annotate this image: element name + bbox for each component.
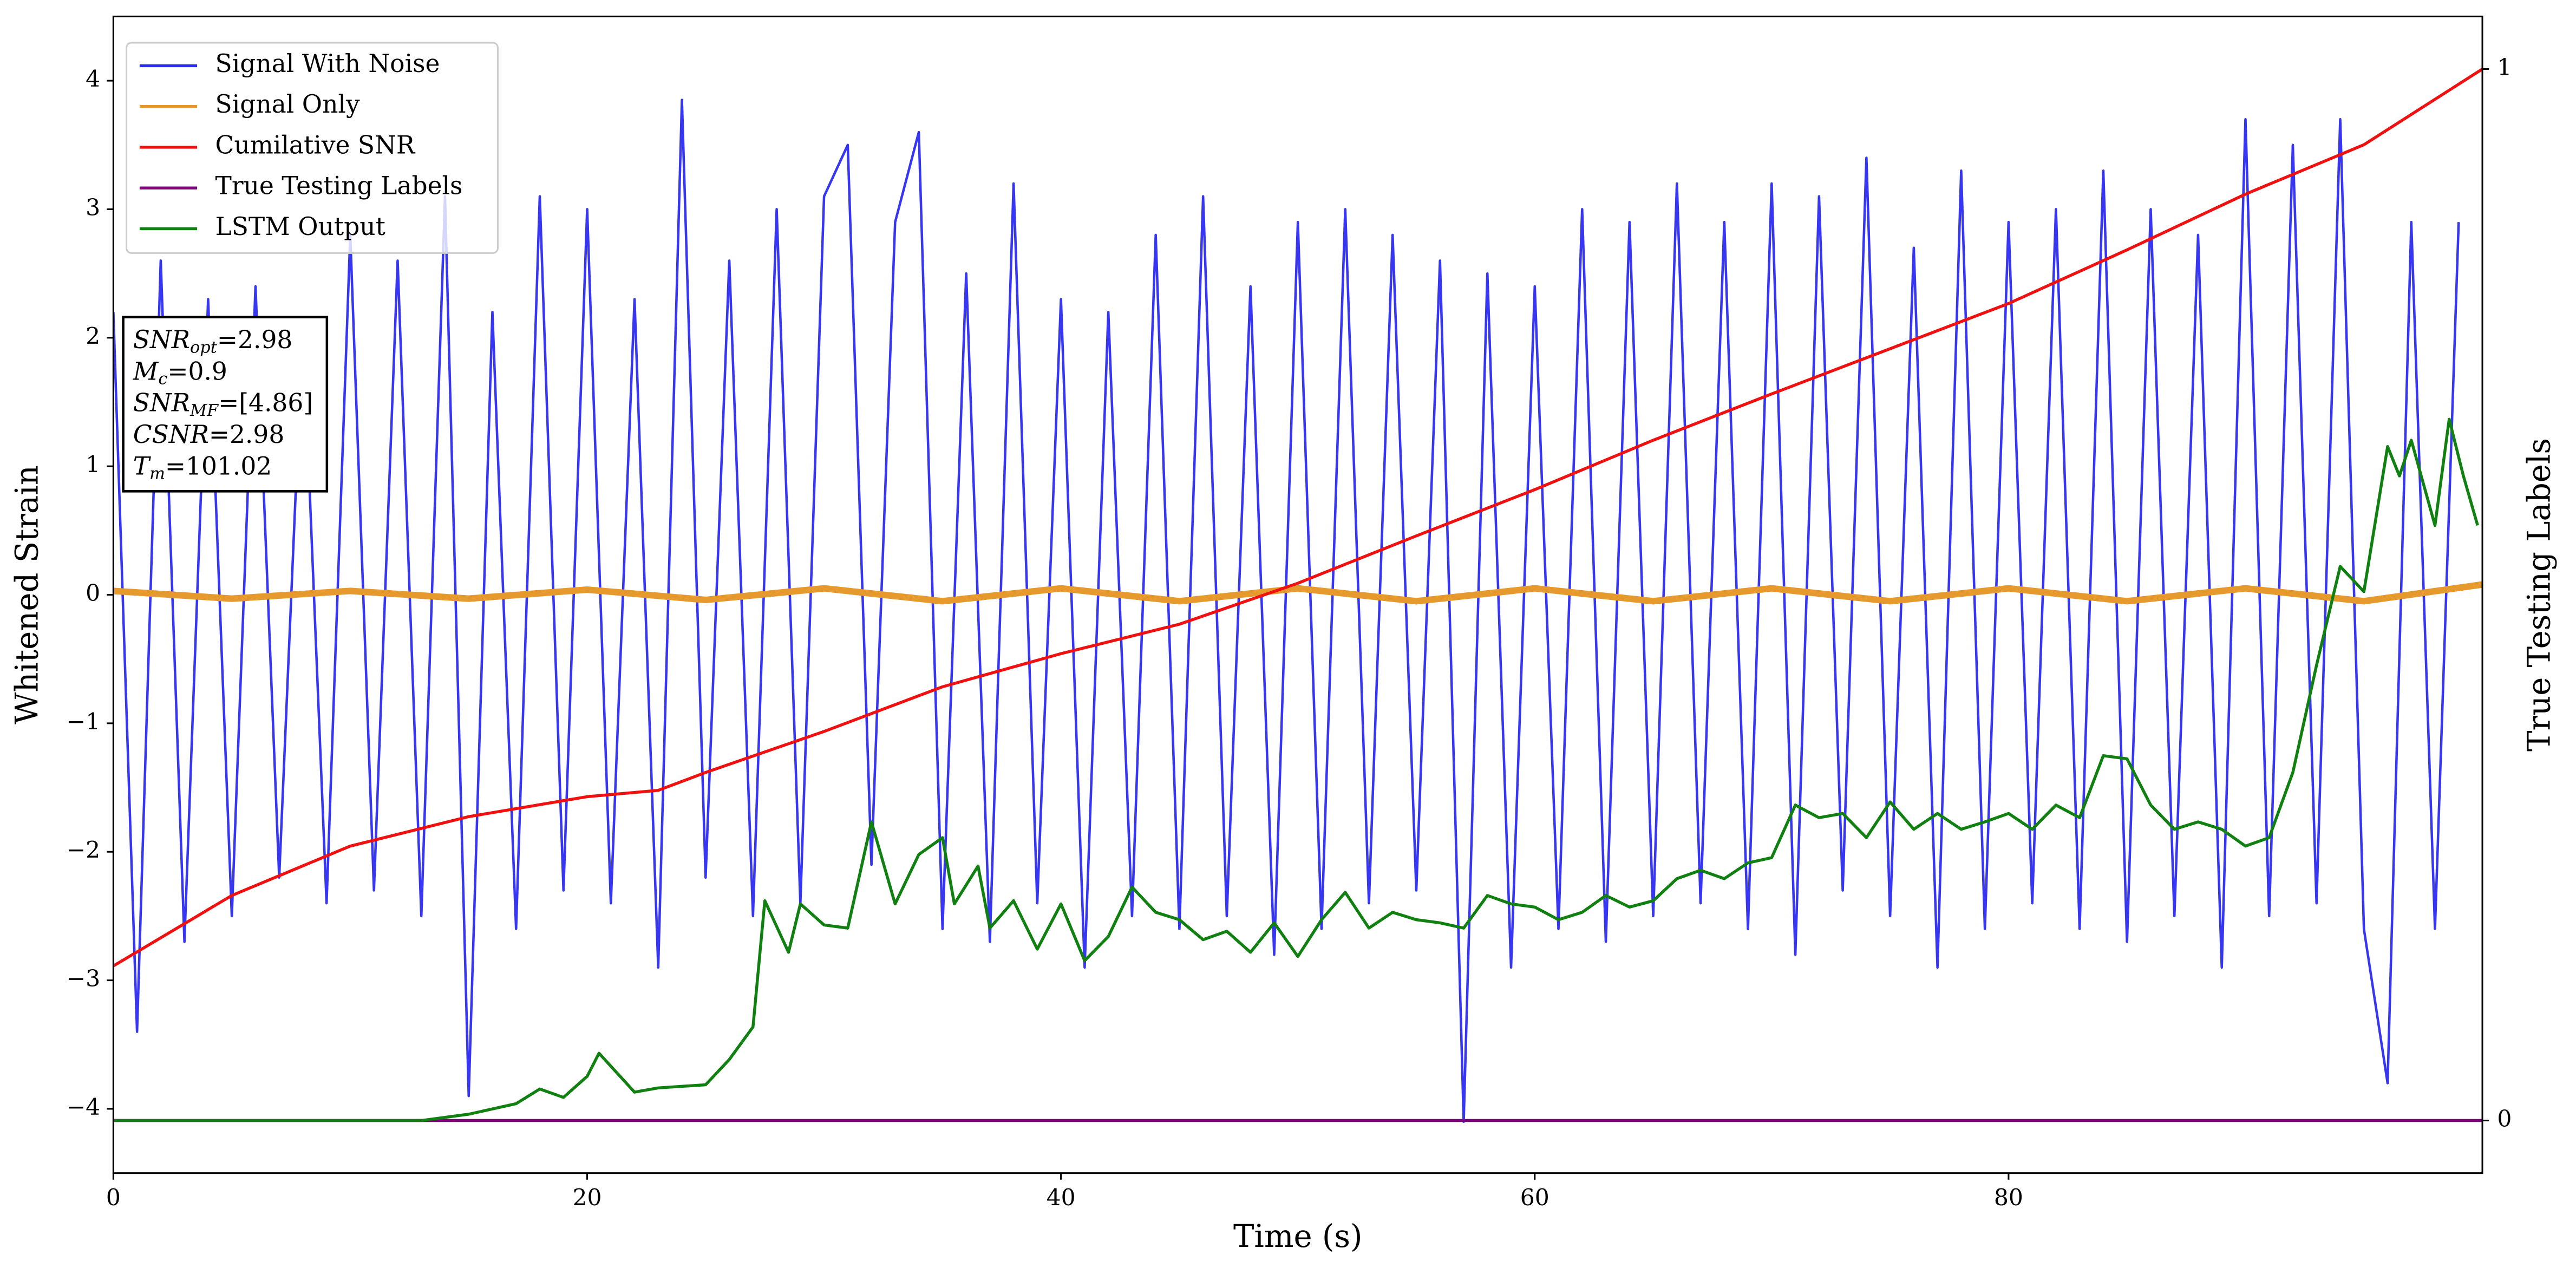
- x-tick-label: 60: [1520, 1185, 1549, 1211]
- annotation-symbol: M: [133, 357, 159, 386]
- x-tick-label: 0: [106, 1185, 121, 1211]
- y-tick-label: 1: [86, 452, 100, 478]
- y-tick-label: −2: [66, 837, 100, 864]
- y-tick-label: 0: [86, 580, 100, 607]
- y-tick-label: −1: [66, 709, 100, 735]
- annotation-line: Tm=101.02: [133, 452, 272, 484]
- y-tick-label: 4: [86, 66, 100, 93]
- series-line: [113, 68, 2483, 968]
- annotation-symbol: SNR: [133, 325, 190, 354]
- legend-label: True Testing Labels: [215, 172, 463, 200]
- annotation-subscript: m: [149, 464, 165, 483]
- y-tick-label: 2: [86, 323, 100, 350]
- annotation-value: =[4.86]: [218, 388, 313, 417]
- legend-label: LSTM Output: [215, 212, 385, 241]
- y-axis-label: Whitened Strain: [9, 465, 45, 724]
- y2-tick-label: 0: [2497, 1106, 2512, 1133]
- annotation-line: Mc=0.9: [133, 357, 227, 389]
- annotation-subscript: opt: [190, 338, 218, 357]
- series-line: [113, 581, 2483, 605]
- annotation-value: =101.02: [165, 452, 272, 480]
- annotation-box: [122, 316, 329, 493]
- x-tick-label: 20: [572, 1185, 601, 1211]
- annotation-symbol: SNR: [133, 388, 190, 417]
- annotation-value: =2.98: [209, 420, 284, 448]
- annotation-subscript: c: [158, 370, 167, 389]
- y-tick-label: −4: [66, 1094, 100, 1121]
- y-tick-label: −3: [66, 966, 100, 992]
- legend-label: Cumilative SNR: [215, 130, 416, 159]
- x-tick-label: 80: [1994, 1185, 2023, 1211]
- annotation-line: SNRMF=[4.86]: [133, 388, 313, 420]
- legend-box: [126, 42, 499, 254]
- y2-axis-label: True Testing Labels: [2520, 438, 2557, 752]
- series-line: [113, 417, 2479, 1122]
- legend-label: Signal Only: [215, 90, 360, 119]
- annotation-symbol: CSNR: [133, 420, 209, 448]
- x-axis-label: Time (s): [1233, 1218, 1363, 1255]
- annotation-value: =0.9: [167, 357, 227, 386]
- annotation-line: CSNR=2.98: [133, 420, 285, 448]
- x-tick-label: 40: [1047, 1185, 1076, 1211]
- annotation-line: SNRopt=2.98: [133, 325, 293, 357]
- y2-tick-label: 1: [2497, 54, 2512, 81]
- annotation-subscript: MF: [189, 401, 219, 420]
- annotation-symbol: T: [133, 452, 152, 480]
- plot-area: [113, 68, 2483, 1123]
- annotation-value: =2.98: [217, 325, 292, 354]
- legend-label: Signal With Noise: [215, 49, 440, 78]
- y-tick-label: 3: [86, 194, 100, 221]
